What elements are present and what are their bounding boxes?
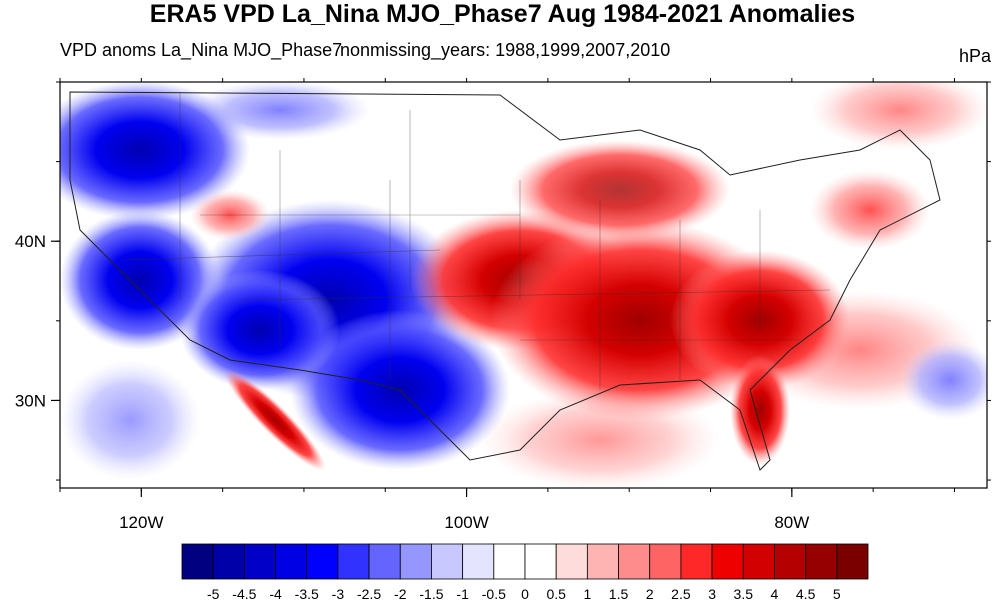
colorbar-label: -4 — [269, 586, 282, 602]
colorbar-swatch — [524, 543, 557, 580]
us-outline — [69, 91, 941, 471]
colorbar-label: 2.5 — [671, 586, 691, 602]
colorbar-label: 1 — [583, 586, 591, 602]
units-label: hPa — [958, 46, 991, 66]
colorbar-swatch — [243, 543, 276, 580]
map-frame — [59, 81, 988, 489]
colorbar-swatch — [306, 543, 339, 580]
nonmissing-years-label: nonmissing_years: 1988,1999,2007,2010 — [340, 40, 671, 60]
colorbar-label: 4.5 — [796, 586, 816, 602]
colorbar-label: 0 — [521, 586, 529, 602]
axis-tick-labels: 120W 100W 80W 40N 30N — [15, 232, 810, 532]
colorbar-swatch — [462, 543, 495, 580]
colorbar-label: -1 — [456, 586, 469, 602]
colorbar-swatch — [555, 543, 588, 580]
colorbar-swatch — [181, 543, 214, 580]
colorbar-label: -1.5 — [419, 586, 443, 602]
colorbar-label: 1.5 — [609, 586, 629, 602]
y-tick-label: 30N — [15, 391, 46, 410]
colorbar-swatch — [368, 543, 401, 580]
y-tick-label: 40N — [15, 232, 46, 251]
colorbar-label: -3.5 — [295, 586, 319, 602]
colorbar-label: 3 — [708, 586, 716, 602]
colorbar-label: -3 — [332, 586, 345, 602]
axis-ticks — [51, 78, 991, 497]
colorbar-swatch — [337, 543, 370, 580]
colorbar-label: 4 — [771, 586, 779, 602]
colorbar-label: 5 — [833, 586, 841, 602]
colorbar-swatch — [586, 543, 619, 580]
x-tick-label: 120W — [119, 513, 163, 532]
colorbar: -5 -4.5 -4 -3.5 -3 -2.5 -2 -1.5 -1 -0.5 0 0.5 1 1.5 2 2… — [181, 543, 869, 602]
colorbar-swatch — [493, 543, 526, 580]
x-tick-label: 100W — [444, 513, 488, 532]
colorbar-swatch — [399, 543, 432, 580]
colorbar-swatch — [431, 543, 464, 580]
colorbar-swatch — [649, 543, 682, 580]
colorbar-label: 2 — [646, 586, 654, 602]
colorbar-swatch — [742, 543, 775, 580]
colorbar-swatch — [212, 543, 245, 580]
colorbar-swatch — [711, 543, 744, 580]
x-tick-label: 80W — [774, 513, 809, 532]
colorbar-swatch — [618, 543, 651, 580]
map-field — [60, 82, 987, 488]
colorbar-swatch — [805, 543, 838, 580]
chart-title: ERA5 VPD La_Nina MJO_Phase7 Aug 1984-202… — [149, 0, 856, 28]
colorbar-label: 3.5 — [734, 586, 754, 602]
colorbar-label: -2.5 — [357, 586, 381, 602]
colorbar-label: 0.5 — [546, 586, 566, 602]
colorbar-label: -0.5 — [482, 586, 506, 602]
chart-subtitle: VPD anoms La_Nina MJO_Phase7 — [60, 40, 343, 60]
state-lines — [119, 92, 831, 390]
colorbar-swatch — [774, 543, 807, 580]
colorbar-label: -5 — [207, 586, 220, 602]
colorbar-swatch — [836, 543, 869, 580]
colorbar-label: -4.5 — [232, 586, 256, 602]
colorbar-label: -2 — [394, 586, 407, 602]
colorbar-swatch — [275, 543, 308, 580]
colorbar-swatch — [680, 543, 713, 580]
